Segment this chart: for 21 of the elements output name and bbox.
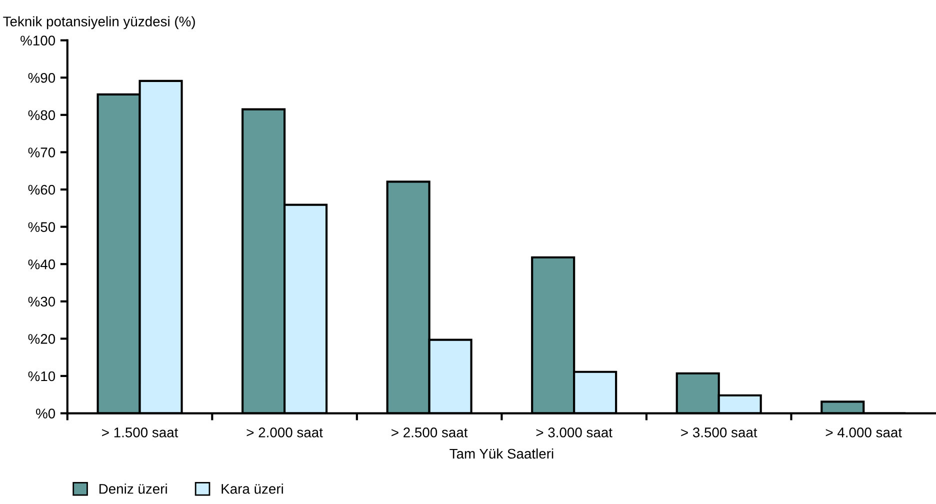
x-tick-label: > 2.500 saat — [392, 428, 468, 438]
y-tick-label: %60 — [28, 184, 56, 195]
x-axis-title: Tam Yük Saatleri — [450, 448, 554, 459]
x-tick-label: > 1.500 saat — [102, 428, 178, 438]
y-tick-label: %80 — [28, 110, 56, 120]
legend-label: Kara üzeri — [222, 484, 283, 494]
y-tick-label: %30 — [28, 296, 56, 307]
y-tick-label: %0 — [36, 408, 56, 418]
x-tick-label: > 3.500 saat — [681, 428, 758, 438]
y-tick-label: %100 — [20, 36, 56, 46]
x-tick-label: > 2.000 saat — [246, 428, 323, 438]
y-tick-label: %40 — [28, 259, 56, 270]
x-tick-label: > 3.000 saat — [536, 428, 612, 438]
x-tick-label: > 4.000 saat — [826, 428, 902, 438]
y-tick-label: %20 — [28, 334, 56, 344]
legend-label: Deniz üzeri — [99, 484, 167, 494]
y-axis-title: Teknik potansiyelin yüzdesi (%) — [3, 16, 195, 30]
y-tick-label: %10 — [28, 371, 56, 382]
y-tick-label: %70 — [28, 148, 56, 158]
y-tick-label: %50 — [28, 222, 56, 232]
y-tick-label: %90 — [28, 72, 56, 83]
